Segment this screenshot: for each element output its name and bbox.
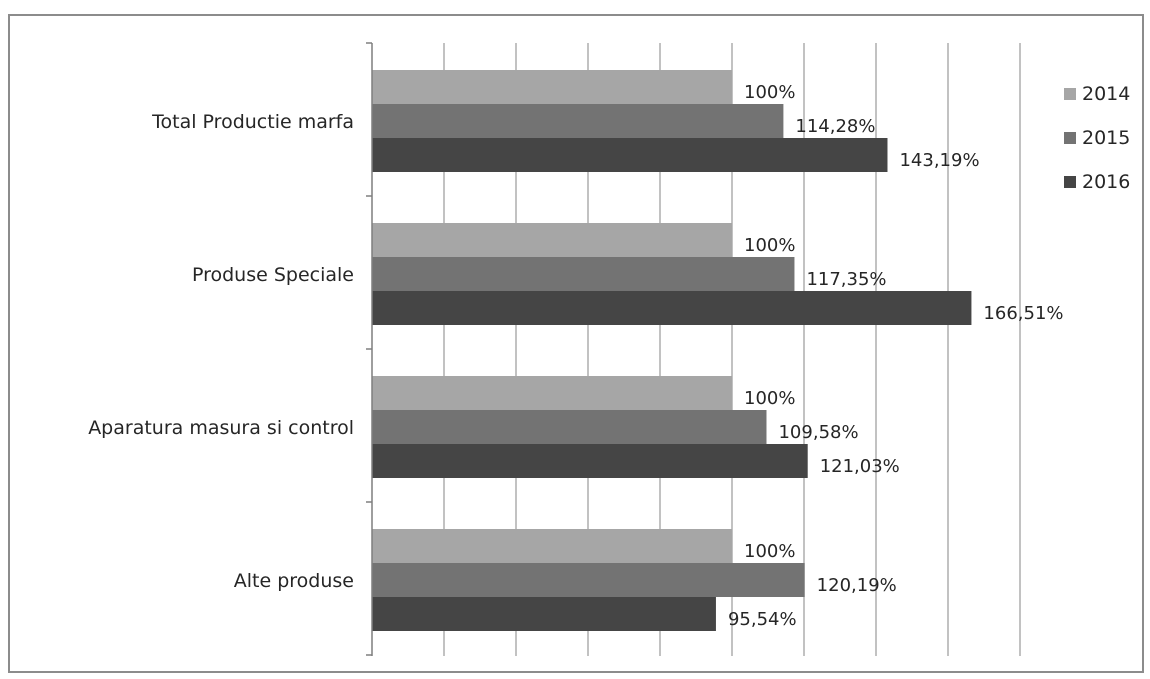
bar-3-1 xyxy=(372,563,805,597)
data-label-1-0: 100% xyxy=(744,235,795,256)
bars xyxy=(372,70,972,631)
data-label-0-2: 143,19% xyxy=(899,150,979,171)
legend-label-0: 2014 xyxy=(1082,83,1130,105)
legend-swatch-0 xyxy=(1064,88,1076,100)
bar-0-0 xyxy=(372,70,732,104)
legend-label-1: 2015 xyxy=(1082,127,1130,149)
chart-frame: Total Productie marfa Produse Speciale Apa… xyxy=(8,14,1144,673)
category-label-3: Alte produse xyxy=(234,570,354,592)
category-label-0: Total Productie marfa xyxy=(151,111,354,133)
bar-1-0 xyxy=(372,223,732,257)
data-label-3-1: 120,19% xyxy=(817,575,897,596)
bar-3-2 xyxy=(372,597,716,631)
data-label-2-2: 121,03% xyxy=(820,456,900,477)
data-label-2-0: 100% xyxy=(744,388,795,409)
legend-swatch-1 xyxy=(1064,132,1076,144)
data-label-1-1: 117,35% xyxy=(806,269,886,290)
legend-label-2: 2016 xyxy=(1082,171,1130,193)
category-label-1: Produse Speciale xyxy=(192,264,354,286)
data-label-0-1: 114,28% xyxy=(795,116,875,137)
bar-2-0 xyxy=(372,376,732,410)
bar-3-0 xyxy=(372,529,732,563)
legend: 2014 2015 2016 xyxy=(1064,83,1130,193)
data-label-3-2: 95,54% xyxy=(728,609,797,630)
legend-swatch-2 xyxy=(1064,176,1076,188)
bar-2-2 xyxy=(372,444,808,478)
bar-1-1 xyxy=(372,257,795,291)
data-label-0-0: 100% xyxy=(744,82,795,103)
category-axis: Total Productie marfa Produse Speciale Apa… xyxy=(88,42,373,656)
data-label-3-0: 100% xyxy=(744,541,795,562)
bar-0-2 xyxy=(372,138,888,172)
bar-2-1 xyxy=(372,410,767,444)
data-label-2-1: 109,58% xyxy=(778,422,858,443)
bar-0-1 xyxy=(372,104,784,138)
data-labels: 100%114,28%143,19%100%117,35%166,51%100%… xyxy=(728,82,1064,630)
bar-chart: Total Productie marfa Produse Speciale Apa… xyxy=(88,42,1130,656)
bar-1-2 xyxy=(372,291,972,325)
data-label-1-2: 166,51% xyxy=(983,303,1063,324)
category-label-2: Aparatura masura si control xyxy=(88,417,354,439)
